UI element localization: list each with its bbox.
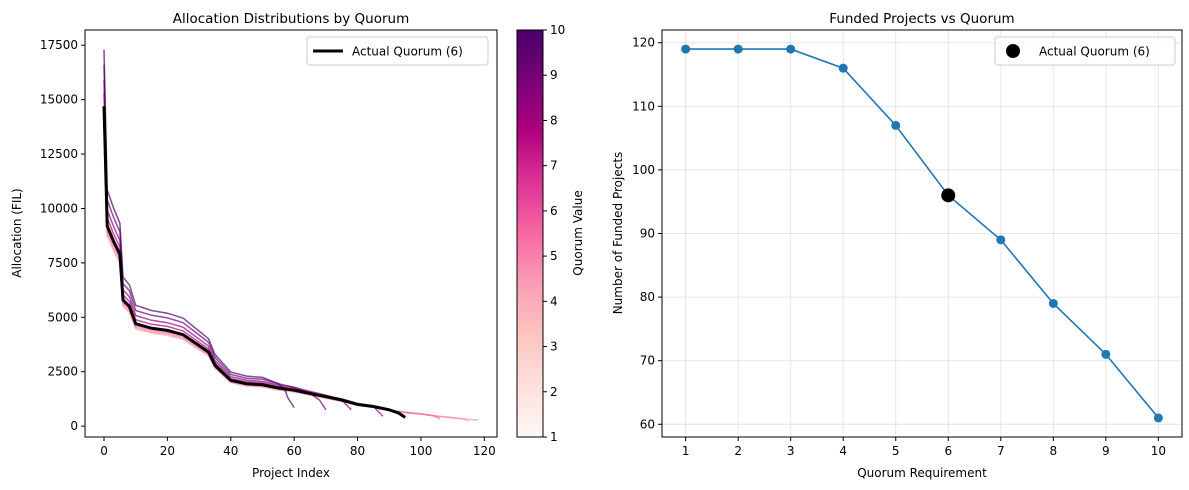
right-legend-label: Actual Quorum (6) [1039,45,1150,59]
right-axes-frame [661,29,1183,438]
left-y-tick-label: 7500 [47,256,78,270]
left-y-tick-label: 10000 [40,201,78,215]
colorbar-ticks: 1 2 3 4 5 6 7 8 9 10 [543,23,565,444]
colorbar-tick-label: 5 [550,249,558,263]
funded-projects-point-4 [838,63,848,73]
allocation-line-quorum-10 [103,49,295,409]
left-legend: Actual Quorum (6) [306,36,489,66]
funded-projects-point-9 [1101,349,1111,359]
right-x-tick-label: 1 [682,444,690,458]
right-chart-title: Funded Projects vs Quorum [829,11,1014,27]
right-y-tick-label: 70 [640,354,655,368]
left-x-tick-label: 40 [223,444,238,458]
left-y-tick-label: 2500 [47,365,78,379]
allocation-line-quorum-1 [103,121,479,421]
funded-projects-point-8 [1048,298,1058,308]
right-x-tick-label: 3 [787,444,795,458]
allocation-line-quorum-2 [103,121,479,421]
funded-projects-point-5 [891,120,901,130]
funded-projects-point-7 [996,235,1006,245]
right-x-tick-label: 6 [944,444,952,458]
colorbar-tick-label: 3 [550,340,558,354]
left-legend-label: Actual Quorum (6) [352,45,463,59]
right-x-tick-label: 9 [1102,444,1110,458]
right-legend: Actual Quorum (6) [994,36,1176,66]
left-legend-box [306,36,489,66]
left-x-tick-label: 0 [100,444,108,458]
left-x-axis-label: Project Index [252,466,330,480]
right-y-tick-label: 60 [640,417,655,431]
allocation-line-quorum-5 [103,112,441,420]
funded-projects-point-3 [786,44,796,54]
right-y-tick-label: 100 [632,163,655,177]
right-x-tick-label: 5 [892,444,900,458]
left-plot-area: 0 20 40 60 80 100 120 0 2500 5000 7500 10000 12500 15… [40,38,496,458]
right-x-tick-label: 10 [1151,444,1166,458]
right-x-tick-label: 7 [997,444,1005,458]
left-x-tick-label: 20 [160,444,175,458]
actual-quorum-line [102,106,406,419]
allocation-line-quorum-3 [103,121,479,421]
legend-black-dot-swatch [1006,44,1020,58]
allocation-chart: Allocation Distributions by Quorum Proje… [10,11,585,480]
right-x-tick-label: 8 [1049,444,1057,458]
right-y-tick-label: 90 [640,227,655,241]
left-x-tick-label: 100 [409,444,432,458]
colorbar-tick-label: 2 [550,385,558,399]
left-y-tick-label: 12500 [40,147,78,161]
right-legend-box [994,36,1176,66]
funded-projects-point-10 [1153,413,1163,423]
left-y-tick-label: 15000 [40,93,78,107]
funded-projects-chart: Funded Projects vs Quorum Quorum Require… [611,11,1183,480]
colorbar-tick-label: 4 [550,294,558,308]
colorbar-tick-label: 1 [550,430,558,444]
right-x-axis-label: Quorum Requirement [857,466,987,480]
funded-projects-line [685,48,1160,419]
right-y-axis-label: Number of Funded Projects [611,152,625,315]
left-chart-title: Allocation Distributions by Quorum [173,11,409,27]
left-x-tick-label: 120 [473,444,496,458]
left-y-axis-label: Allocation (FIL) [10,188,24,277]
colorbar-tick-label: 7 [550,159,558,173]
allocation-line-quorum-4 [103,117,469,422]
colorbar-tick-label: 8 [550,113,558,127]
allocation-line-quorum-7 [103,93,384,417]
colorbar-tick-label: 6 [550,204,558,218]
right-x-tick-label: 4 [839,444,847,458]
left-y-tick-label: 5000 [47,310,78,324]
allocation-line-quorum-8 [103,80,352,411]
right-y-tick-label: 80 [640,290,655,304]
actual-quorum-point [941,188,956,203]
colorbar-tick-label: 10 [550,23,565,37]
colorbar-tick-label: 9 [550,68,558,82]
left-y-tick-label: 17500 [40,38,78,52]
left-y-tick-label: 0 [70,419,78,433]
right-y-tick-label: 110 [632,99,655,113]
colorbar [516,29,544,438]
funded-projects-point-2 [733,44,743,54]
left-x-tick-label: 60 [287,444,302,458]
right-y-tick-label: 120 [632,36,655,50]
right-x-tick-label: 2 [734,444,742,458]
left-axes-frame [84,29,498,438]
funded-projects-point-1 [681,44,691,54]
right-plot-area: 1 2 3 4 5 6 7 8 9 10 60 70 80 90 100 110 120 [632,30,1182,458]
allocation-line-quorum-9 [103,64,327,411]
allocation-line-quorum-6 [103,106,406,419]
colorbar-label: Quorum Value [571,190,585,275]
left-x-tick-label: 80 [350,444,365,458]
